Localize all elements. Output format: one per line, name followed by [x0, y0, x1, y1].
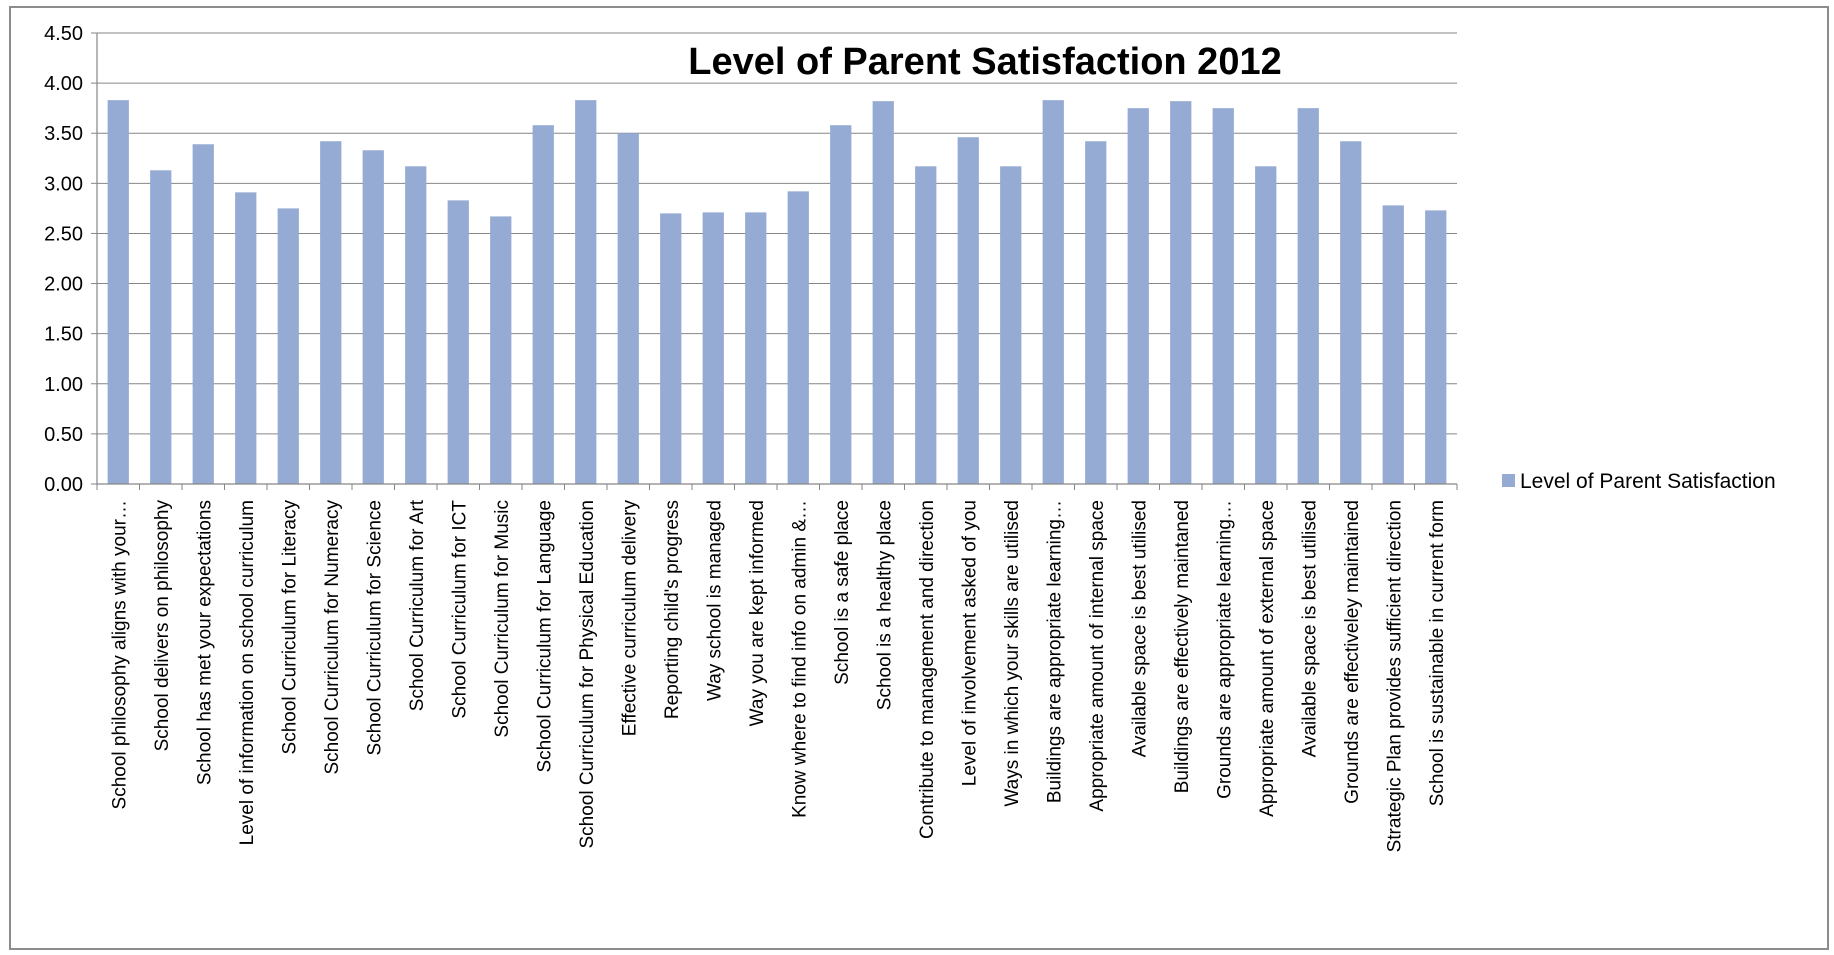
x-tick-label: Strategic Plan provides sufficient direc…	[1384, 500, 1405, 852]
bar	[405, 166, 427, 484]
bar	[1170, 101, 1192, 484]
x-tick-label: School Curriculum for Science	[364, 500, 385, 756]
x-tick-label: School is a healthy place	[874, 500, 895, 710]
bar	[532, 125, 554, 485]
y-tick-label: 4.50	[44, 23, 83, 45]
x-tick-label: School Curriculum for Language	[534, 500, 555, 773]
bar	[107, 100, 129, 484]
bar	[362, 150, 384, 484]
y-tick-label: 3.50	[44, 123, 83, 145]
y-tick-label: 2.50	[44, 223, 83, 245]
legend-label: Level of Parent Satisfaction	[1520, 470, 1776, 493]
bar	[830, 125, 852, 485]
gridlines	[97, 32, 1457, 435]
x-tick-label: School Curriculum for Music	[492, 500, 513, 738]
x-tick-label: Buildings are appropriate learning…	[1044, 500, 1065, 803]
bar	[1382, 205, 1404, 485]
x-tick-label: Level of involvement asked of you	[959, 500, 980, 786]
y-tick-label: 3.00	[44, 173, 83, 195]
x-tick-labels: School philosophy aligns with your… Schoo…	[109, 499, 1448, 852]
y-tick-label: 0.50	[44, 424, 83, 446]
bar	[957, 137, 979, 484]
bar	[1340, 141, 1362, 485]
bars	[107, 100, 1447, 485]
x-tick-label: Contribute to management and direction	[917, 500, 938, 839]
bar	[320, 141, 342, 485]
x-tick-label: Appropriate amount of internal space	[1087, 500, 1108, 812]
bar	[915, 166, 937, 484]
y-tick-label: 2.00	[44, 274, 83, 296]
bar	[447, 200, 469, 485]
bar-chart: 0.00 0.50 1.00 1.50 2.00 2.50 3.00 3.50 4.00 4.50…	[44, 23, 1776, 852]
bar	[277, 208, 299, 484]
bar	[1255, 166, 1277, 484]
bar	[1085, 141, 1107, 485]
bar	[150, 170, 172, 484]
bar	[575, 100, 597, 484]
bar	[872, 101, 894, 484]
bar	[787, 191, 809, 484]
bar	[490, 216, 512, 484]
chart-frame: 0.00 0.50 1.00 1.50 2.00 2.50 3.00 3.50 4.00 4.50…	[9, 6, 1829, 950]
x-tick-label: Reporting child's progress	[662, 500, 683, 719]
bar	[617, 133, 639, 484]
x-tick-label: Way you are kept informed	[747, 500, 768, 726]
bar	[1127, 108, 1149, 485]
chart-title: Level of Parent Satisfaction 2012	[688, 41, 1281, 83]
x-tick-label: School Curriculum for ICT	[449, 500, 470, 719]
x-tick-label: School Curriculum for Literacy	[279, 500, 300, 755]
x-tick-label: School Curriculum for Numeracy	[322, 500, 343, 775]
x-tick-label: Buildings are effectively maintaned	[1172, 500, 1193, 793]
x-tick-label: Available space is best utilised	[1299, 500, 1320, 757]
legend-swatch	[1502, 474, 1515, 487]
x-tick-label: Level of information on school curriculu…	[237, 500, 258, 845]
x-tick-label: School has met your expectations	[194, 500, 215, 785]
bar	[1042, 100, 1064, 484]
bar	[235, 192, 257, 484]
y-tick-label: 1.00	[44, 374, 83, 396]
y-tick-label: 0.00	[44, 474, 83, 496]
x-tick-label: Effective curriculum delivery	[619, 500, 640, 737]
x-tick-label: School philosophy aligns with your…	[109, 500, 130, 809]
legend: Level of Parent Satisfaction	[1502, 470, 1776, 493]
x-tick-label: School Curriculum for Physical Education	[577, 500, 598, 849]
bar	[1297, 108, 1319, 485]
x-tick-label: Grounds are appropriate learning…	[1214, 500, 1235, 799]
bar	[745, 212, 767, 485]
bar	[1212, 108, 1234, 485]
x-tick-label: School delivers on philosophy	[152, 500, 173, 752]
x-tick-label: Ways in which your skills are utilised	[1002, 500, 1023, 807]
x-tick-label: Know where to find info on admin &…	[789, 500, 810, 818]
bar	[660, 213, 682, 484]
x-tick-label: School Curriculum for Art	[407, 499, 428, 711]
y-tick-label: 4.00	[44, 73, 83, 95]
bar	[702, 212, 724, 485]
x-tick-label: School is a safe place	[832, 500, 853, 685]
bar	[1000, 166, 1022, 484]
bar	[192, 144, 214, 484]
y-tick-labels: 0.00 0.50 1.00 1.50 2.00 2.50 3.00 3.50 4.00 4.50	[44, 23, 83, 496]
x-tick-label: Appropriate amount of external space	[1257, 500, 1278, 817]
x-tick-label: Way school is managed	[704, 500, 725, 701]
x-tick-label: Available space is best utilised	[1129, 500, 1150, 757]
axes	[91, 32, 1458, 490]
x-tick-label: School is sustainable in current form	[1427, 500, 1448, 806]
x-tick-label: Grounds are effectiveley maintained	[1342, 500, 1363, 804]
y-tick-label: 1.50	[44, 324, 83, 346]
bar	[1425, 210, 1447, 485]
